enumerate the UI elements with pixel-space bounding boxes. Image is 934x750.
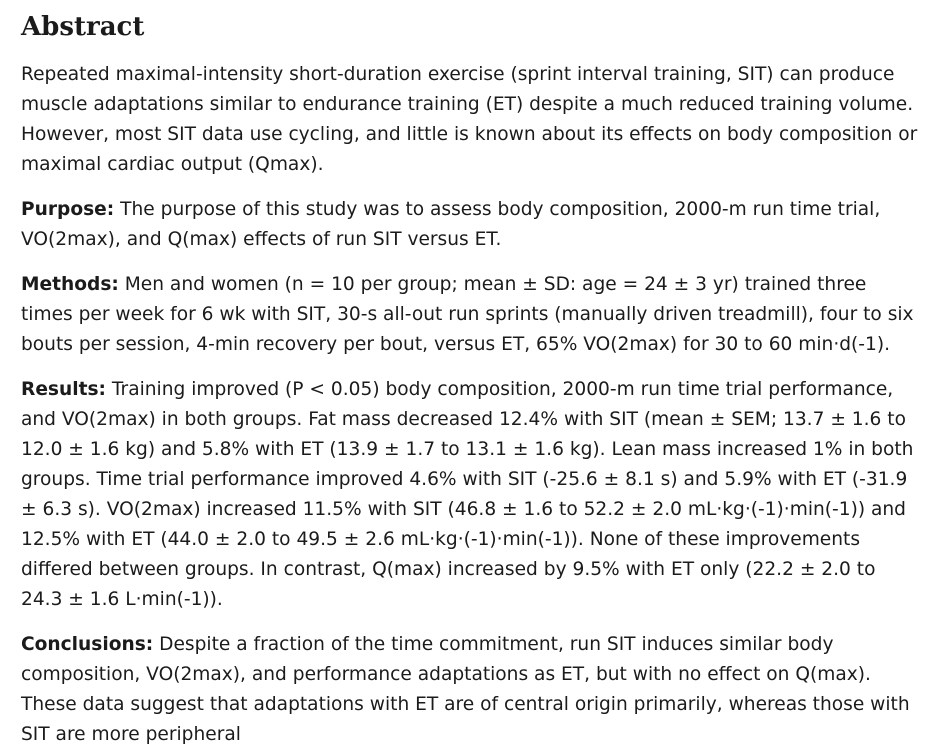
purpose-label: Purpose: [21,199,115,220]
methods-paragraph: Methods: Men and women (n = 10 per group… [21,270,921,360]
results-paragraph: Results: Training improved (P < 0.05) bo… [21,375,921,615]
abstract-section: Abstract Repeated maximal-intensity shor… [21,0,921,750]
methods-label: Methods: [21,274,119,295]
purpose-text: The purpose of this study was to assess … [21,199,881,250]
abstract-heading: Abstract [21,12,145,42]
results-label: Results: [21,379,106,400]
conclusions-paragraph: Conclusions: Despite a fraction of the t… [21,630,921,750]
conclusions-label: Conclusions: [21,634,154,655]
methods-text: Men and women (n = 10 per group; mean ± … [21,274,914,355]
abstract-intro: Repeated maximal-intensity short-duratio… [21,64,918,175]
purpose-paragraph: Purpose: The purpose of this study was t… [21,195,921,255]
results-text: Training improved (P < 0.05) body compos… [21,379,914,610]
conclusions-text: Despite a fraction of the time commitmen… [21,634,910,745]
